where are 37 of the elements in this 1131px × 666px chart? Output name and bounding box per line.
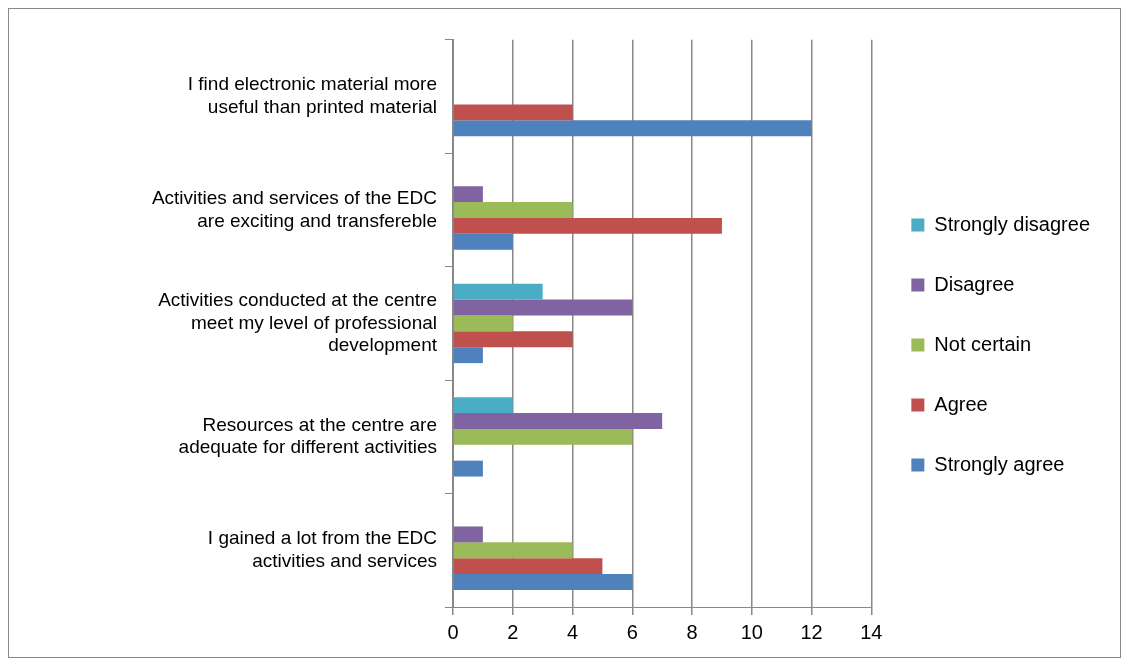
- bar: [453, 460, 483, 477]
- x-tick-label: 12: [800, 620, 823, 643]
- bar: [453, 413, 663, 429]
- x-tick-label: 8: [686, 620, 698, 643]
- x-tick-label: 10: [740, 620, 763, 643]
- bar: [453, 574, 633, 590]
- x-tick-label: 0: [447, 620, 459, 643]
- bar: [453, 428, 633, 445]
- bar: [453, 217, 722, 234]
- y-tick-label: Resources at the centre are adequate for different activities: [178, 413, 437, 458]
- legend-label: Strongly agree: [934, 452, 1065, 475]
- y-tick-label: I gained a lot from the EDC activities and services: [207, 527, 437, 571]
- y-tick-label: Activities and services of the EDC are exciting and transfereble: [151, 186, 437, 231]
- bar: [453, 397, 513, 414]
- bar: [453, 233, 513, 250]
- bar: [453, 104, 573, 121]
- legend-label: Not certain: [934, 332, 1032, 355]
- bar: [453, 186, 483, 203]
- legend-label: Disagree: [934, 272, 1015, 295]
- bar: [453, 299, 633, 316]
- x-tick-label: 6: [626, 620, 638, 643]
- x-tick-label: 4: [566, 620, 579, 643]
- bar: [453, 558, 603, 575]
- y-tick-label: I find electronic material more useful than printed material: [187, 73, 437, 118]
- bar: [453, 347, 483, 364]
- bar: [453, 331, 573, 348]
- bar: [453, 283, 543, 300]
- x-tick-label: 2: [507, 620, 519, 643]
- legend-label: Strongly disagree: [934, 212, 1091, 235]
- x-tick-label: 14: [860, 620, 883, 643]
- bar: [453, 526, 483, 543]
- y-tick-label: Activities conducted at the centre meet my level of professional development: [158, 288, 438, 356]
- bar: [453, 120, 812, 137]
- bar: [453, 202, 573, 218]
- bar: [453, 542, 573, 559]
- legend-label: Agree: [934, 392, 988, 415]
- bar: [453, 315, 513, 332]
